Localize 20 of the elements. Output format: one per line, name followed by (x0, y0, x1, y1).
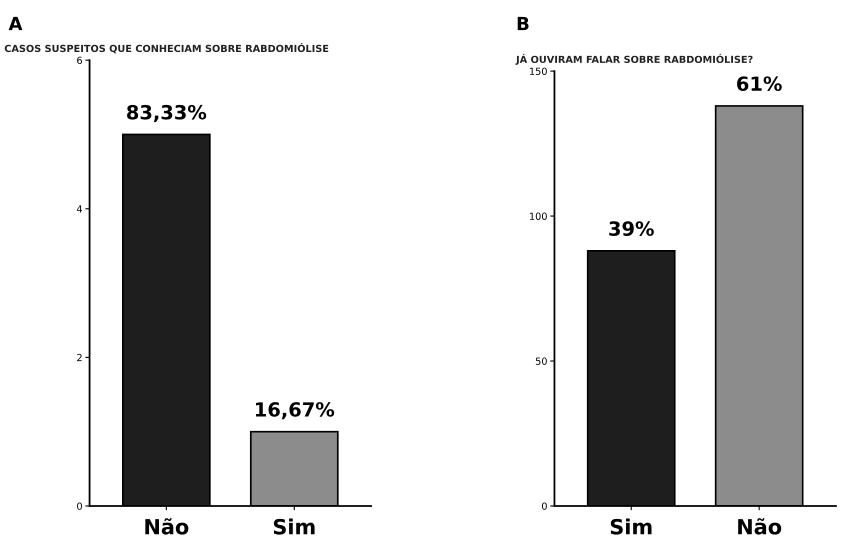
y-tick-label: 0 (77, 502, 82, 510)
y-tick-label: 50 (536, 358, 547, 365)
annotation: 61% (737, 76, 782, 92)
annotation: 39% (609, 221, 654, 236)
x-tick-label: Sim (274, 518, 315, 535)
x-tick-label: Não (145, 518, 188, 535)
annotation: 83,33% (127, 104, 206, 122)
y-tick-label: 6 (77, 56, 82, 64)
text: B (518, 16, 529, 30)
chart-title: JÁ OUVIRAM FALAR SOBRE RABDOMIÓLISE? (516, 54, 753, 65)
y-tick-label: 4 (76, 205, 82, 212)
y-tick-label: 100 (530, 212, 547, 220)
x-tick-label: Não (738, 518, 782, 535)
annotation: 16,67% (256, 402, 334, 420)
y-tick-label: 2 (77, 354, 82, 362)
text: A (8, 16, 22, 30)
y-tick-label: 150 (530, 68, 547, 75)
x-tick-label: Sim (610, 518, 652, 535)
y-tick-label: 0 (542, 502, 547, 510)
chart-title: CASOS SUSPEITOS QUE CONHECIAM SOBRE RABDOMIÓLISE (4, 42, 328, 54)
